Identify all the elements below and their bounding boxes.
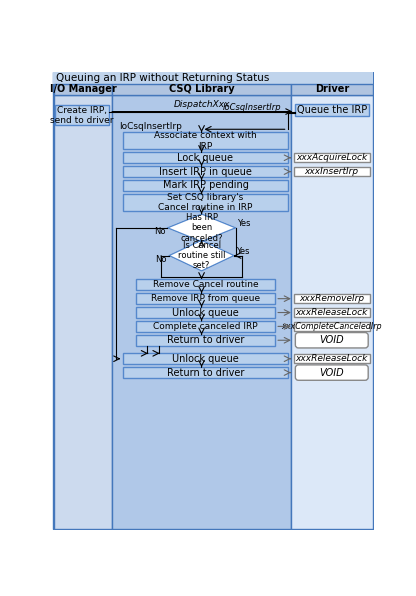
FancyBboxPatch shape [54, 95, 112, 529]
Text: No: No [155, 255, 167, 264]
Text: Remove ​Cancel routine: Remove ​Cancel routine [153, 280, 258, 289]
FancyBboxPatch shape [291, 84, 373, 95]
FancyBboxPatch shape [123, 153, 287, 163]
FancyBboxPatch shape [123, 353, 287, 364]
Text: IoCsqInsertIrp: IoCsqInsertIrp [223, 103, 282, 111]
Text: No: No [154, 227, 165, 236]
FancyBboxPatch shape [294, 308, 370, 317]
Text: Insert IRP in queue: Insert IRP in queue [159, 167, 252, 176]
Text: xxxInsertIrp: xxxInsertIrp [305, 167, 359, 176]
FancyBboxPatch shape [112, 84, 291, 95]
Text: Unlock queue: Unlock queue [172, 354, 239, 364]
FancyBboxPatch shape [291, 95, 373, 529]
FancyBboxPatch shape [295, 333, 368, 348]
Text: Remove IRP from queue: Remove IRP from queue [151, 294, 260, 303]
FancyBboxPatch shape [53, 72, 373, 529]
Text: Return to driver: Return to driver [167, 335, 244, 345]
Text: Driver: Driver [314, 84, 349, 94]
FancyBboxPatch shape [294, 153, 370, 162]
FancyBboxPatch shape [136, 321, 275, 332]
Text: Unlock queue: Unlock queue [172, 308, 239, 318]
Text: Yes: Yes [236, 247, 249, 256]
Text: Has IRP
been
canceled?: Has IRP been canceled? [180, 213, 223, 243]
FancyBboxPatch shape [53, 72, 373, 84]
FancyBboxPatch shape [295, 365, 368, 380]
FancyBboxPatch shape [136, 307, 275, 318]
FancyBboxPatch shape [294, 167, 370, 176]
Text: Yes: Yes [237, 219, 251, 228]
Text: Set CSQ library's
Cancel routine in IRP: Set CSQ library's Cancel routine in IRP [158, 193, 253, 212]
FancyBboxPatch shape [136, 335, 275, 346]
Text: Is Cancel
routine still
set?: Is Cancel routine still set? [178, 241, 225, 271]
Text: xxxAcquireLock: xxxAcquireLock [296, 153, 367, 162]
FancyBboxPatch shape [136, 293, 275, 304]
Text: IoCsqInsertIrp: IoCsqInsertIrp [119, 122, 181, 131]
Text: VOID: VOID [319, 335, 344, 345]
Text: xxxRemoveIrp: xxxRemoveIrp [299, 294, 364, 303]
FancyBboxPatch shape [294, 322, 370, 331]
Text: Complete canceled IRP: Complete canceled IRP [153, 322, 258, 331]
FancyBboxPatch shape [123, 194, 287, 211]
Polygon shape [169, 240, 234, 271]
FancyBboxPatch shape [54, 84, 112, 95]
Text: VOID: VOID [319, 368, 344, 378]
Text: xxxCompleteCanceledIrp: xxxCompleteCanceledIrp [282, 322, 382, 331]
Text: Return to driver: Return to driver [167, 368, 244, 378]
Text: DispatchXxx: DispatchXxx [174, 100, 230, 109]
Polygon shape [168, 214, 236, 242]
Text: Queuing an IRP without Returning Status: Queuing an IRP without Returning Status [56, 73, 269, 83]
FancyBboxPatch shape [112, 95, 291, 529]
Text: Queue the IRP: Queue the IRP [297, 105, 367, 115]
FancyBboxPatch shape [123, 180, 287, 191]
Text: Mark IRP pending: Mark IRP pending [163, 181, 248, 191]
Text: CSQ Library: CSQ Library [169, 84, 234, 94]
FancyBboxPatch shape [295, 104, 369, 116]
Text: I/O Manager: I/O Manager [50, 84, 116, 94]
FancyBboxPatch shape [123, 132, 287, 149]
FancyBboxPatch shape [294, 294, 370, 303]
Text: xxxReleaseLock: xxxReleaseLock [296, 354, 368, 363]
FancyBboxPatch shape [136, 280, 275, 290]
Text: Associate context with
IRP: Associate context with IRP [154, 131, 257, 151]
FancyBboxPatch shape [123, 166, 287, 177]
FancyBboxPatch shape [123, 367, 287, 378]
FancyBboxPatch shape [294, 354, 370, 364]
FancyBboxPatch shape [55, 105, 109, 125]
Text: Create IRP,
send to driver: Create IRP, send to driver [50, 105, 114, 125]
Text: Lock queue: Lock queue [178, 153, 233, 163]
Text: xxxReleaseLock: xxxReleaseLock [296, 308, 368, 317]
